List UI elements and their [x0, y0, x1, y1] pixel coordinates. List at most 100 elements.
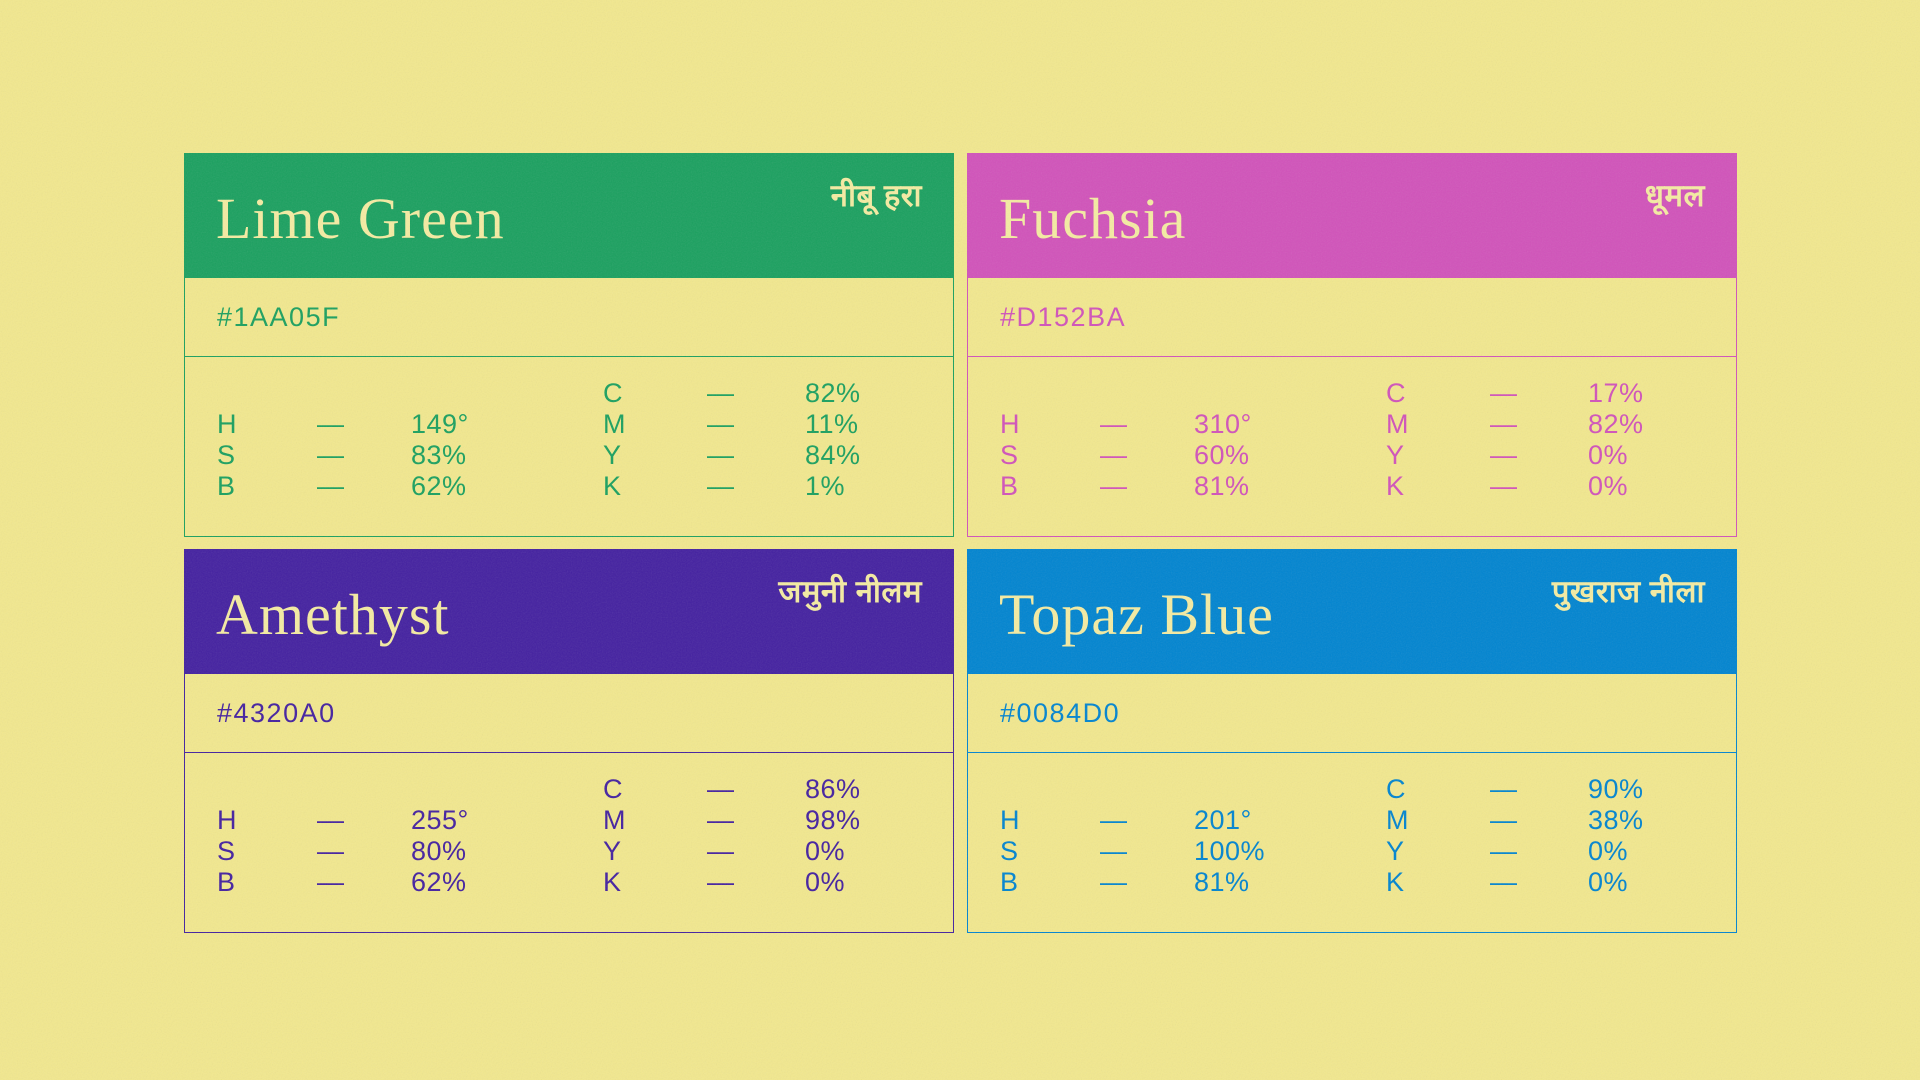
hex-value: #D152BA	[1000, 301, 1127, 332]
dash: —	[1100, 836, 1128, 866]
channel-label: B	[217, 867, 236, 897]
channel-value: 0%	[1588, 836, 1629, 866]
channel-value: 82%	[805, 378, 861, 408]
color-native-name: जमुनी नीलम	[778, 574, 922, 609]
dash: —	[1490, 409, 1518, 439]
card-header: Lime Green नीबू हरा	[184, 153, 954, 278]
channel-value: 62%	[411, 867, 467, 897]
dash: —	[707, 440, 735, 470]
color-name: Fuchsia	[999, 185, 1187, 251]
channel-label: S	[1000, 836, 1019, 866]
channel-label: H	[1000, 409, 1020, 439]
channel-value: 98%	[805, 805, 861, 835]
color-card-fuchsia: Fuchsia धूमल #D152BA C — 17% H — 310° M …	[967, 153, 1737, 537]
hex-value: #4320A0	[217, 697, 336, 728]
color-name: Amethyst	[216, 581, 450, 647]
dash: —	[707, 836, 735, 866]
dash: —	[1490, 836, 1518, 866]
channel-label: M	[1386, 409, 1409, 439]
color-name: Lime Green	[216, 185, 505, 251]
card-header: Topaz Blue पुखराज नीला	[967, 549, 1737, 674]
values-table: C — 86% H — 255° M — 98% S — 80% Y — 0%	[185, 753, 953, 898]
dash: —	[1100, 471, 1128, 501]
dash: —	[317, 440, 345, 470]
value-row: H — 255° M — 98%	[217, 805, 921, 836]
dash: —	[1490, 440, 1518, 470]
hex-value: #1AA05F	[217, 301, 341, 332]
channel-value: 149°	[411, 409, 469, 439]
channel-value: 80%	[411, 836, 467, 866]
value-row: B — 81% K — 0%	[1000, 867, 1704, 898]
value-row: B — 62% K — 0%	[217, 867, 921, 898]
channel-label: K	[603, 867, 622, 897]
value-row: S — 80% Y — 0%	[217, 836, 921, 867]
channel-value: 1%	[805, 471, 846, 501]
channel-value: 100%	[1194, 836, 1266, 866]
color-name: Topaz Blue	[999, 581, 1274, 647]
channel-value: 38%	[1588, 805, 1644, 835]
value-row: H — 149° M — 11%	[217, 409, 921, 440]
channel-label: Y	[1386, 836, 1405, 866]
channel-value: 0%	[805, 867, 846, 897]
channel-label: C	[1386, 378, 1406, 408]
dash: —	[317, 805, 345, 835]
channel-value: 84%	[805, 440, 861, 470]
value-row: C — 90%	[1000, 774, 1704, 805]
dash: —	[1490, 867, 1518, 897]
dash: —	[1490, 378, 1518, 408]
value-row: B — 81% K — 0%	[1000, 471, 1704, 502]
color-card-amethyst: Amethyst जमुनी नीलम #4320A0 C — 86% H — …	[184, 549, 954, 933]
channel-value: 310°	[1194, 409, 1252, 439]
hex-row: #D152BA	[968, 278, 1736, 357]
channel-label: S	[217, 836, 236, 866]
value-row: H — 310° M — 82%	[1000, 409, 1704, 440]
channel-label: M	[603, 805, 626, 835]
channel-label: Y	[603, 836, 622, 866]
values-table: C — 90% H — 201° M — 38% S — 100% Y — 0%	[968, 753, 1736, 898]
dash: —	[707, 409, 735, 439]
values-table: C — 17% H — 310° M — 82% S — 60% Y — 0%	[968, 357, 1736, 502]
dash: —	[1490, 471, 1518, 501]
hex-value: #0084D0	[1000, 697, 1121, 728]
dash: —	[707, 471, 735, 501]
channel-value: 0%	[1588, 440, 1629, 470]
channel-value: 0%	[1588, 867, 1629, 897]
value-row: S — 100% Y — 0%	[1000, 836, 1704, 867]
channel-label: M	[603, 409, 626, 439]
channel-label: H	[1000, 805, 1020, 835]
channel-label: C	[603, 378, 623, 408]
channel-value: 17%	[1588, 378, 1644, 408]
channel-value: 255°	[411, 805, 469, 835]
channel-label: S	[217, 440, 236, 470]
channel-value: 201°	[1194, 805, 1252, 835]
channel-label: Y	[1386, 440, 1405, 470]
dash: —	[707, 378, 735, 408]
channel-value: 60%	[1194, 440, 1250, 470]
dash: —	[1490, 774, 1518, 804]
hex-row: #1AA05F	[185, 278, 953, 357]
channel-label: C	[1386, 774, 1406, 804]
palette-grid: Lime Green नीबू हरा #1AA05F C — 82% H — …	[184, 153, 1737, 933]
color-native-name: नीबू हरा	[830, 178, 922, 213]
card-header: Amethyst जमुनी नीलम	[184, 549, 954, 674]
value-row: C — 86%	[217, 774, 921, 805]
channel-label: K	[603, 471, 622, 501]
channel-label: B	[217, 471, 236, 501]
channel-value: 62%	[411, 471, 467, 501]
channel-label: B	[1000, 867, 1019, 897]
dash: —	[707, 774, 735, 804]
channel-label: K	[1386, 867, 1405, 897]
color-card-topaz-blue: Topaz Blue पुखराज नीला #0084D0 C — 90% H…	[967, 549, 1737, 933]
value-row: H — 201° M — 38%	[1000, 805, 1704, 836]
channel-value: 83%	[411, 440, 467, 470]
channel-label: B	[1000, 471, 1019, 501]
value-row: C — 82%	[217, 378, 921, 409]
dash: —	[317, 867, 345, 897]
dash: —	[1100, 409, 1128, 439]
channel-value: 82%	[1588, 409, 1644, 439]
dash: —	[317, 471, 345, 501]
value-row: B — 62% K — 1%	[217, 471, 921, 502]
dash: —	[707, 805, 735, 835]
channel-label: S	[1000, 440, 1019, 470]
channel-value: 0%	[805, 836, 846, 866]
